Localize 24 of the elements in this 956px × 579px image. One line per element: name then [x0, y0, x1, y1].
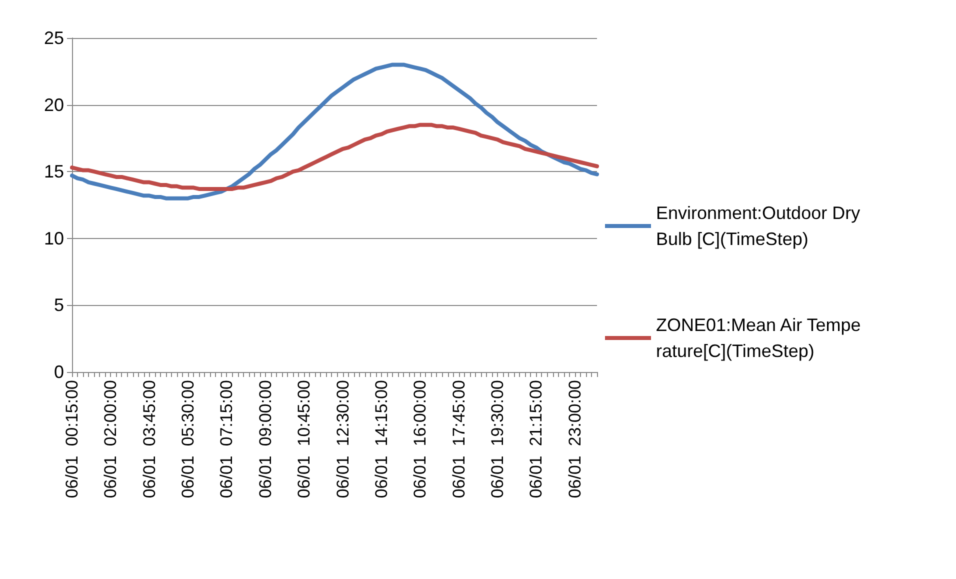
x-tick-label: 06/01 10:45:00: [294, 380, 314, 498]
y-tick-label: 15: [44, 162, 64, 182]
x-tick-label: 06/01 02:00:00: [101, 380, 120, 498]
x-tick-label: 06/01 03:45:00: [140, 380, 159, 498]
x-tick-label: 06/01 05:30:00: [178, 380, 198, 498]
line-series: [70, 122, 599, 191]
x-tick-label: 06/01 23:00:00: [565, 380, 584, 498]
x-tick-label: 06/01 21:15:00: [526, 380, 546, 498]
y-tick-label: 20: [44, 94, 64, 115]
legend-label: Environment:Outdoor Dry Bulb [C](TimeStep): [656, 203, 866, 249]
y-tick-label: 10: [44, 228, 64, 248]
line-series: [70, 62, 599, 200]
legend-label: ZONE01:Mean Air Temperature[C](TimeStep): [656, 315, 861, 361]
x-tick-label: 06/01 00:15:00: [62, 380, 82, 498]
y-tick-label: 0: [54, 362, 64, 382]
y-tick-label: 5: [54, 295, 64, 316]
x-tick-label: 06/01 19:30:00: [488, 380, 508, 498]
x-tick-label: 06/01 07:15:00: [217, 380, 236, 498]
x-tick-label: 06/01 12:30:00: [333, 380, 352, 498]
x-tick-label: 06/01 16:00:00: [410, 380, 430, 498]
x-tick-label: 06/01 17:45:00: [449, 380, 468, 498]
x-tick-label: 06/01 09:00:00: [256, 380, 275, 498]
y-tick-label: 25: [44, 28, 64, 48]
x-tick-label: 06/01 14:15:00: [372, 380, 391, 498]
